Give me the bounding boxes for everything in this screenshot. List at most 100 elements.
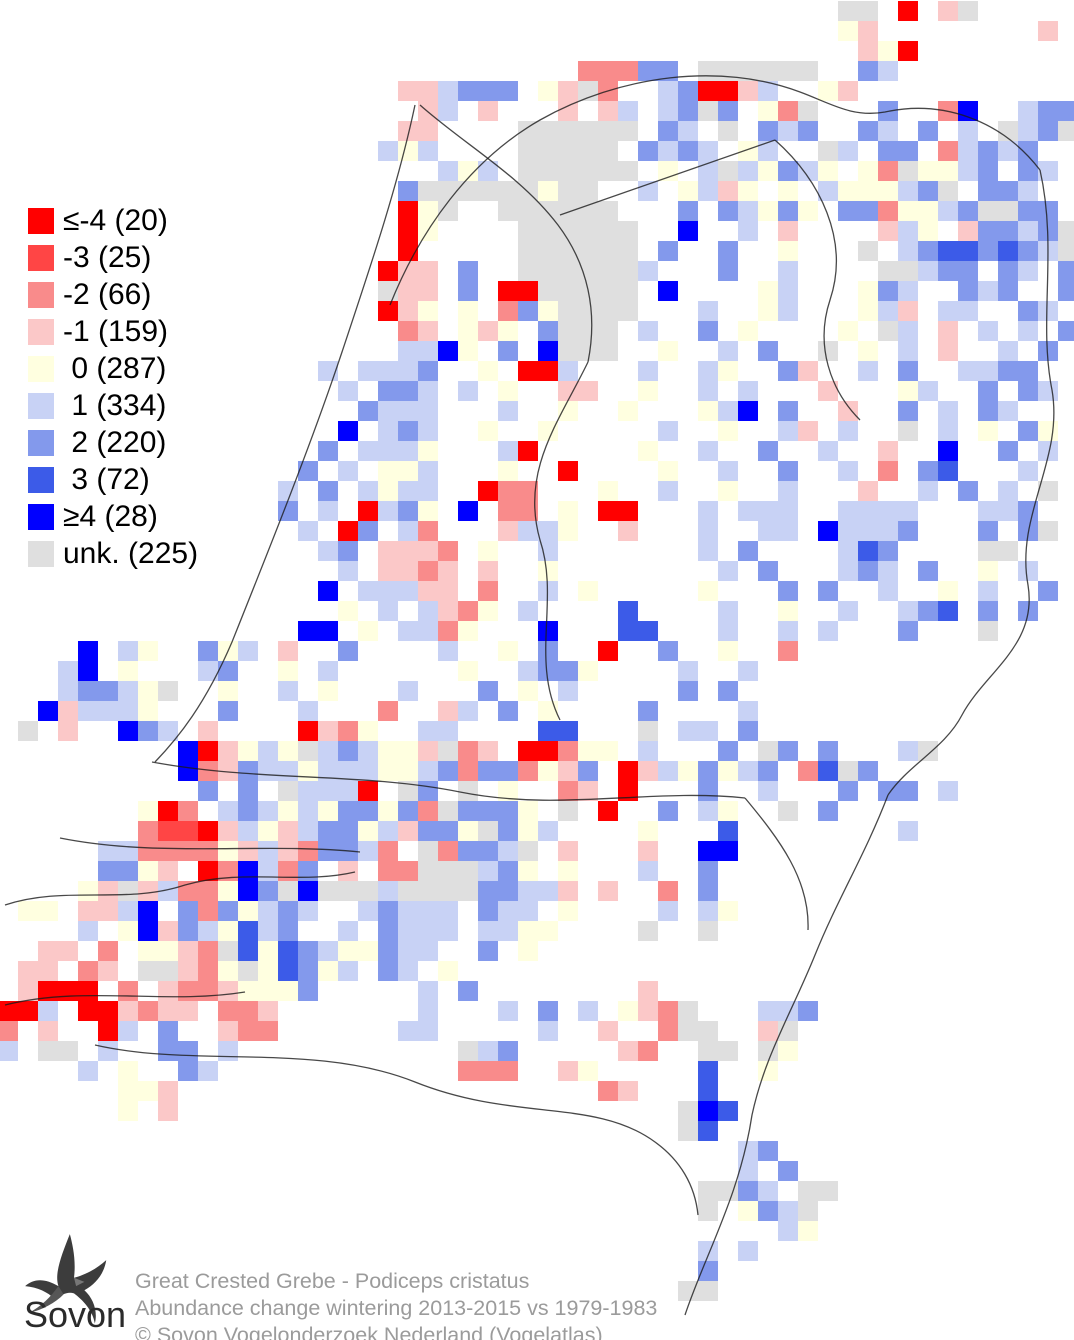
grid-cell [358, 841, 378, 861]
grid-cell [558, 861, 578, 881]
grid-cell [558, 901, 578, 921]
grid-cell [898, 281, 918, 301]
grid-cell [638, 61, 658, 81]
legend-label: unk. (225) [63, 536, 199, 570]
grid-cell [858, 61, 878, 81]
grid-cell [198, 781, 218, 801]
grid-cell [558, 201, 578, 221]
grid-cell [778, 201, 798, 221]
grid-cell [1018, 301, 1038, 321]
grid-cell [878, 501, 898, 521]
grid-cell [758, 1201, 778, 1221]
legend-item: 1 (334) [28, 387, 198, 424]
grid-cell [518, 761, 538, 781]
grid-cell [838, 601, 858, 621]
grid-cell [158, 1001, 178, 1021]
grid-cell [738, 61, 758, 81]
grid-cell [1058, 241, 1074, 261]
grid-cell [598, 301, 618, 321]
grid-cell [518, 841, 538, 861]
grid-cell [578, 1061, 598, 1081]
grid-cell [198, 741, 218, 761]
grid-cell [478, 561, 498, 581]
grid-cell [818, 741, 838, 761]
grid-cell [558, 121, 578, 141]
grid-cell [558, 461, 578, 481]
grid-cell [378, 261, 398, 281]
grid-cell [178, 821, 198, 841]
grid-cell [198, 721, 218, 741]
grid-cell [698, 1181, 718, 1201]
grid-cell [1038, 341, 1058, 361]
grid-cell [418, 181, 438, 201]
grid-cell [958, 201, 978, 221]
grid-cell [338, 601, 358, 621]
grid-cell [298, 821, 318, 841]
grid-cell [718, 821, 738, 841]
grid-cell [118, 1061, 138, 1081]
grid-cell [538, 761, 558, 781]
grid-cell [838, 141, 858, 161]
grid-cell [138, 1081, 158, 1101]
grid-cell [558, 741, 578, 761]
grid-cell [438, 821, 458, 841]
grid-cell [558, 721, 578, 741]
grid-cell [598, 801, 618, 821]
grid-cell [278, 821, 298, 841]
grid-cell [538, 181, 558, 201]
grid-cell [1038, 241, 1058, 261]
grid-cell [198, 841, 218, 861]
grid-cell [698, 1041, 718, 1061]
grid-cell [518, 301, 538, 321]
grid-cell [118, 881, 138, 901]
grid-cell [558, 1061, 578, 1081]
grid-cell [238, 1021, 258, 1041]
grid-cell [778, 741, 798, 761]
grid-cell [518, 821, 538, 841]
grid-cell [378, 141, 398, 161]
grid-cell [698, 781, 718, 801]
grid-cell [898, 241, 918, 261]
grid-cell [578, 181, 598, 201]
grid-cell [878, 461, 898, 481]
grid-cell [78, 1001, 98, 1021]
grid-cell [438, 541, 458, 561]
grid-cell [838, 421, 858, 441]
grid-cell [478, 741, 498, 761]
grid-cell [418, 221, 438, 241]
grid-cell [718, 1181, 738, 1201]
grid-cell [818, 621, 838, 641]
grid-cell [578, 201, 598, 221]
grid-cell [478, 541, 498, 561]
grid-cell [438, 601, 458, 621]
grid-cell [418, 761, 438, 781]
grid-cell [778, 641, 798, 661]
grid-cell [938, 181, 958, 201]
grid-cell [218, 701, 238, 721]
grid-cell [318, 821, 338, 841]
grid-cell [858, 301, 878, 321]
grid-cell [298, 741, 318, 761]
grid-cell [478, 881, 498, 901]
grid-cell [738, 1201, 758, 1221]
grid-cell [618, 601, 638, 621]
grid-cell [278, 901, 298, 921]
grid-cell [678, 1101, 698, 1121]
grid-cell [998, 221, 1018, 241]
grid-cell [98, 681, 118, 701]
grid-cell [478, 101, 498, 121]
grid-cell [218, 941, 238, 961]
grid-cell [898, 41, 918, 61]
grid-cell [738, 501, 758, 521]
grid-cell [718, 761, 738, 781]
grid-cell [158, 961, 178, 981]
grid-cell [218, 981, 238, 1001]
grid-cell [578, 341, 598, 361]
grid-cell [858, 761, 878, 781]
grid-cell [998, 241, 1018, 261]
grid-cell [358, 721, 378, 741]
grid-cell [1058, 281, 1074, 301]
grid-cell [338, 641, 358, 661]
grid-cell [1018, 501, 1038, 521]
grid-cell [178, 841, 198, 861]
